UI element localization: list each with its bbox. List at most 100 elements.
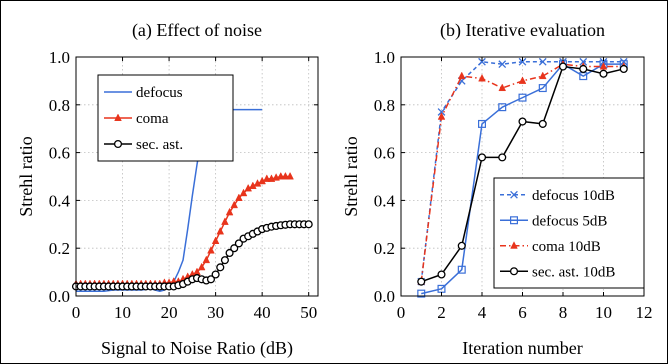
x-stroke bbox=[579, 57, 588, 66]
legend-item: defocus bbox=[104, 85, 183, 101]
legend-marker bbox=[510, 190, 518, 199]
data-point bbox=[221, 217, 229, 225]
legend-label: defocus 10dB bbox=[532, 188, 615, 204]
data-point bbox=[211, 270, 220, 279]
x-stroke bbox=[478, 57, 486, 66]
x-stroke bbox=[498, 60, 507, 69]
data-point bbox=[518, 117, 527, 126]
data-point bbox=[417, 277, 426, 286]
x-tick-label: 4 bbox=[478, 303, 487, 322]
y-tick-label: 0.4 bbox=[49, 191, 71, 210]
chart-panel-2: 0 2 4 6 8 10 12 0.0 0.2 0.4 0.6 0.8 1.0 (b) Iterative… bbox=[341, 20, 653, 358]
legend-marker bbox=[113, 139, 123, 149]
y-axis-label: Strehl ratio bbox=[16, 136, 36, 216]
data-point bbox=[304, 220, 313, 229]
data-point bbox=[478, 73, 486, 82]
data-point bbox=[498, 103, 507, 112]
legend-item: sec. ast. bbox=[104, 137, 183, 153]
legend-label: sec. ast. 10dB bbox=[532, 264, 615, 280]
data-point bbox=[518, 57, 527, 66]
axis-ticks bbox=[75, 56, 318, 297]
y-tick-label: 0.8 bbox=[49, 96, 70, 115]
data-point bbox=[478, 119, 487, 128]
data-point bbox=[225, 207, 234, 216]
legend-item: coma bbox=[104, 111, 169, 127]
axis-ticks bbox=[400, 56, 645, 297]
y-axis-label: Strehl ratio bbox=[341, 136, 361, 216]
data-point bbox=[457, 265, 466, 274]
data-point bbox=[235, 193, 243, 201]
legend-box bbox=[493, 177, 645, 289]
x-tick-label: 30 bbox=[207, 303, 224, 322]
series-line bbox=[421, 63, 624, 295]
data-point bbox=[599, 62, 608, 70]
x-tick-label: 10 bbox=[595, 303, 612, 322]
x-stroke bbox=[538, 57, 547, 66]
data-point bbox=[207, 246, 215, 254]
legend-item: defocus 5dB bbox=[500, 213, 607, 229]
data-point bbox=[437, 108, 446, 116]
x-stroke bbox=[437, 108, 446, 116]
y-tick-label: 1.0 bbox=[374, 48, 395, 67]
data-point bbox=[211, 236, 220, 244]
data-point bbox=[206, 275, 216, 284]
y-tick-label: 0.0 bbox=[49, 287, 70, 306]
legend-marker bbox=[510, 216, 519, 225]
data-point bbox=[230, 200, 239, 209]
y-tick-label: 0.8 bbox=[374, 96, 395, 115]
chart-title: (a) Effect of noise bbox=[132, 20, 262, 41]
x-tick-label: 20 bbox=[161, 303, 178, 322]
chart-panel-1: 0 10 20 30 40 50 0.0 0.2 0.4 0.6 0.8 1.0 (a) Effect … bbox=[16, 20, 319, 359]
data-point bbox=[437, 270, 446, 279]
data-point bbox=[281, 171, 290, 180]
data-point bbox=[518, 76, 527, 84]
x-stroke bbox=[510, 190, 518, 199]
data-point bbox=[202, 255, 211, 264]
x-tick-label: 10 bbox=[114, 303, 131, 322]
legend: defocus 10dB defocus 5dB coma 10dB sec. ast… bbox=[493, 177, 645, 289]
data-point bbox=[558, 62, 568, 71]
series-2 bbox=[417, 60, 628, 298]
data-point bbox=[230, 244, 239, 253]
data-point bbox=[216, 226, 225, 235]
legend-item: sec. ast. 10dB bbox=[500, 264, 615, 280]
data-point bbox=[538, 119, 547, 128]
data-point bbox=[498, 153, 507, 162]
legend: defocus coma sec. ast. bbox=[97, 74, 234, 162]
x-tick-label: 6 bbox=[518, 303, 527, 322]
y-tick-label: 0.6 bbox=[374, 144, 395, 163]
data-point bbox=[220, 256, 229, 265]
legend-label: defocus bbox=[136, 85, 183, 101]
x-stroke bbox=[599, 57, 608, 66]
legend-item: defocus 10dB bbox=[500, 188, 615, 204]
series-1 bbox=[417, 57, 628, 286]
data-point bbox=[498, 83, 507, 92]
x-tick-label: 2 bbox=[437, 303, 446, 322]
data-point bbox=[216, 263, 225, 272]
y-tick-label: 1.0 bbox=[49, 48, 70, 67]
data-point bbox=[197, 262, 206, 271]
data-point bbox=[457, 71, 466, 80]
legend-label: coma bbox=[136, 111, 169, 127]
x-tick-label: 40 bbox=[254, 303, 271, 322]
series-3 bbox=[71, 220, 313, 291]
x-axis-label: Iteration number bbox=[462, 338, 582, 358]
data-point bbox=[498, 60, 507, 69]
y-tick-label: 0.2 bbox=[374, 239, 395, 258]
legend-label: defocus 5dB bbox=[532, 213, 607, 229]
y-tick-label: 0.6 bbox=[49, 144, 70, 163]
legend-marker bbox=[114, 113, 122, 121]
x-tick-label: 50 bbox=[300, 303, 317, 322]
y-tick-label: 0.2 bbox=[49, 239, 70, 258]
data-point bbox=[518, 93, 527, 102]
legend-marker bbox=[510, 241, 518, 249]
legend-marker bbox=[509, 267, 519, 276]
data-point bbox=[579, 64, 588, 73]
data-point bbox=[599, 69, 608, 78]
data-point bbox=[286, 171, 294, 180]
data-point bbox=[538, 57, 547, 66]
data-point bbox=[417, 289, 426, 298]
legend-label: coma 10dB bbox=[532, 239, 601, 255]
data-point bbox=[239, 188, 248, 197]
